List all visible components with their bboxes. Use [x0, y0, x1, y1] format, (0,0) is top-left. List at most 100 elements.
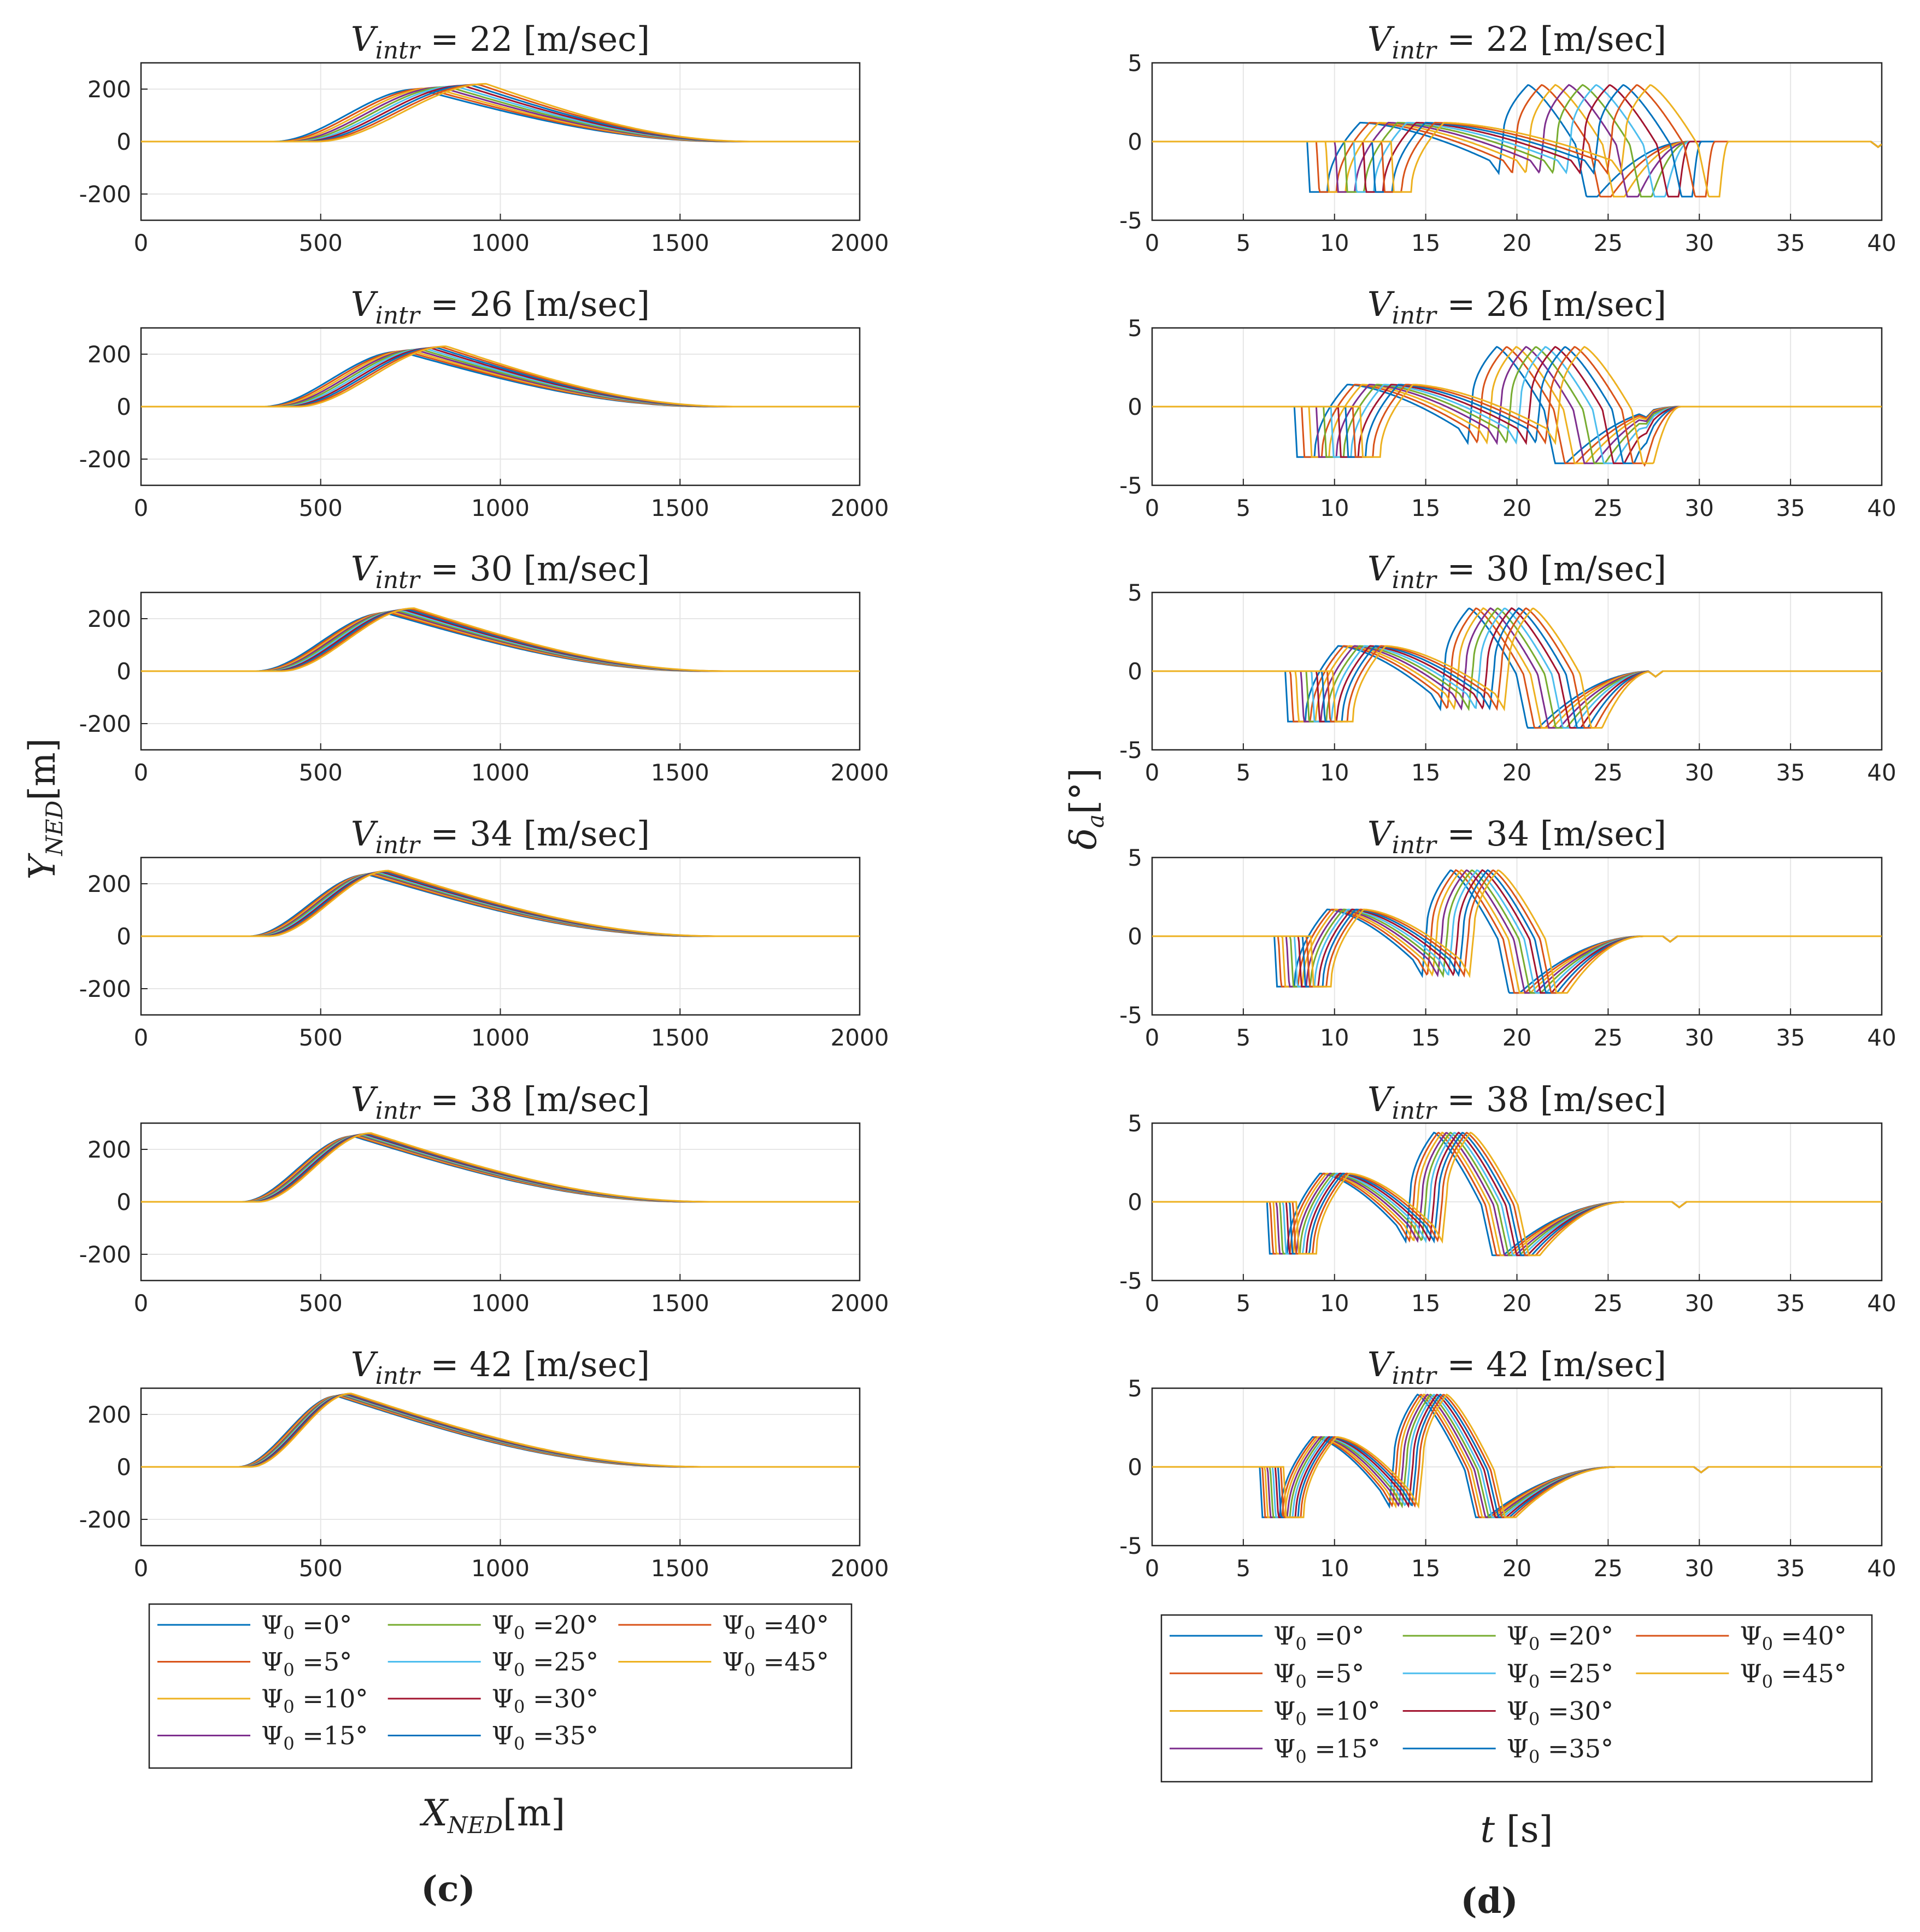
y-tick-label: 200 [87, 606, 131, 632]
legend-label: Ψ0 =35° [492, 1721, 598, 1754]
x-tick-label: 1000 [471, 1024, 530, 1051]
legend-item: Ψ0 =5° [1170, 1659, 1364, 1692]
y-tick-label: -200 [79, 1241, 131, 1268]
x-tick-label: 40 [1867, 495, 1896, 521]
y-tick-label: -5 [1119, 472, 1142, 499]
x-tick-label: 25 [1594, 495, 1623, 521]
subplot-title: Vintr = 30 [m/sec] [351, 549, 650, 594]
y-tick-label: -5 [1119, 1267, 1142, 1294]
y-tick-label: -200 [79, 710, 131, 737]
y-axis-label-d: δa[°] [1062, 768, 1109, 849]
legend-c: Ψ0 =0° Ψ0 =5°Ψ0 =10° Ψ0 =15° Ψ0 =20° Ψ0 =25°… [148, 1603, 853, 1769]
x-tick-label: 0 [1145, 1290, 1160, 1317]
x-tick-label: 40 [1867, 230, 1896, 256]
y-tick-label: 0 [116, 394, 131, 420]
y-tick-label: -5 [1119, 737, 1142, 764]
panel-label-d: (d) [1460, 1881, 1518, 1922]
x-tick-label: 1000 [471, 495, 530, 521]
series-group [1152, 84, 1882, 198]
x-tick-label: 15 [1411, 230, 1440, 256]
x-tick-label: 1500 [651, 759, 709, 786]
subplot-title: Vintr = 38 [m/sec] [1367, 1079, 1666, 1125]
y-tick-label: 0 [1128, 394, 1142, 420]
legend-item: Ψ0 =0° [1170, 1621, 1364, 1654]
x-tick-label: 2000 [831, 1290, 889, 1317]
x-tick-label: 40 [1867, 1555, 1896, 1582]
y-tick-label: 0 [1128, 1189, 1142, 1215]
x-tick-label: 500 [299, 1555, 343, 1582]
y-tick-label: 5 [1128, 579, 1142, 606]
subplot-title: Vintr = 38 [m/sec] [351, 1079, 650, 1125]
x-tick-label: 35 [1776, 1024, 1805, 1051]
series-group [141, 607, 860, 672]
trajectory-line-psi45 [141, 1132, 860, 1203]
trajectory-line-psi45 [141, 607, 860, 672]
x-tick-label: 20 [1502, 495, 1531, 521]
x-tick-label: 1000 [471, 1555, 530, 1582]
x-tick-label: 5 [1236, 495, 1251, 521]
x-tick-label: 1500 [651, 495, 709, 521]
x-tick-label: 5 [1236, 1555, 1251, 1582]
x-tick-label: 1000 [471, 1290, 530, 1317]
subplot-title: Vintr = 22 [m/sec] [1367, 19, 1666, 64]
y-tick-label: -200 [79, 1506, 131, 1533]
series-group [1152, 345, 1882, 467]
y-tick-label: 200 [87, 1401, 131, 1428]
legend-item: Ψ0 =20° [1402, 1621, 1613, 1654]
legend-label: Ψ0 =30° [492, 1684, 598, 1717]
x-tick-label: 35 [1776, 495, 1805, 521]
x-tick-label: 35 [1776, 230, 1805, 256]
legend-item: Ψ0 =45° [618, 1647, 829, 1681]
x-tick-label: 2000 [831, 495, 889, 521]
x-tick-label: 25 [1594, 230, 1623, 256]
series-group [1152, 1131, 1882, 1256]
x-tick-label: 2000 [831, 1024, 889, 1051]
x-tick-label: 20 [1502, 1555, 1531, 1582]
series-group [1152, 1393, 1882, 1518]
x-tick-label: 30 [1685, 495, 1714, 521]
x-tick-label: 1000 [471, 759, 530, 786]
x-tick-label: 0 [134, 759, 149, 786]
x-tick-label: 35 [1776, 759, 1805, 786]
trajectory-line-psi45 [141, 83, 860, 143]
legend-item: Ψ0 =10° [157, 1684, 368, 1717]
legend-item: Ψ0 =10° [1170, 1696, 1380, 1730]
x-tick-label: 30 [1685, 1555, 1714, 1582]
x-tick-label: 5 [1236, 1290, 1251, 1317]
x-tick-label: 25 [1594, 1024, 1623, 1051]
x-tick-label: 2000 [831, 1555, 889, 1582]
legend-label: Ψ0 =10° [1273, 1696, 1380, 1730]
legend-label: Ψ0 =25° [1507, 1659, 1613, 1692]
series-group [141, 83, 860, 143]
subplot-title: Vintr = 34 [m/sec] [1367, 814, 1666, 859]
x-tick-label: 20 [1502, 759, 1531, 786]
legend-box [148, 1603, 853, 1769]
legend-label: Ψ0 =5° [1273, 1659, 1364, 1692]
legend-label: Ψ0 =45° [722, 1647, 829, 1681]
legend-label: Ψ0 =35° [1507, 1734, 1613, 1767]
x-tick-label: 500 [299, 230, 343, 256]
y-tick-label: 200 [87, 76, 131, 103]
legend-label: Ψ0 =0° [1273, 1621, 1364, 1654]
x-tick-label: 25 [1594, 759, 1623, 786]
y-tick-label: -200 [79, 976, 131, 1002]
trajectory-subplot: Vintr = 26 [m/sec]0 500 1000 1500 20002000-2… [79, 284, 889, 521]
aileron-line-psi45 [1152, 607, 1882, 729]
trajectory-line-psi45 [141, 870, 860, 937]
x-tick-label: 10 [1320, 1555, 1349, 1582]
x-tick-label: 25 [1594, 1290, 1623, 1317]
y-tick-label: -5 [1119, 1532, 1142, 1559]
series-group [141, 1393, 860, 1468]
legend-item: Ψ0 =30° [1402, 1696, 1613, 1730]
legend-item: Ψ0 =15° [157, 1721, 368, 1754]
series-group [1152, 607, 1882, 729]
x-tick-label: 0 [1145, 1024, 1160, 1051]
y-tick-label: 200 [87, 1136, 131, 1163]
x-tick-label: 15 [1411, 1290, 1440, 1317]
legend-label: Ψ0 =40° [1740, 1621, 1846, 1654]
